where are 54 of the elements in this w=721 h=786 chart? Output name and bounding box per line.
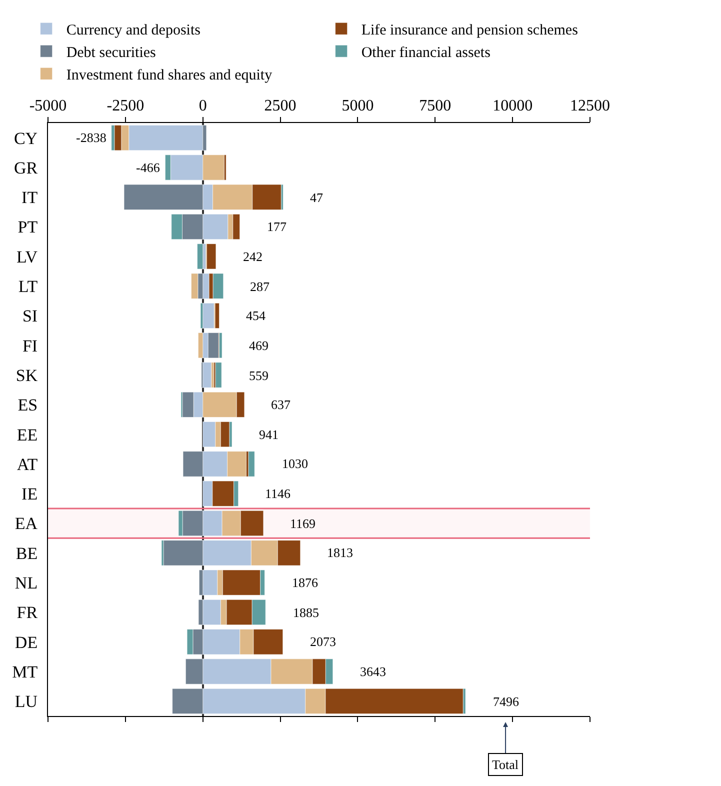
total-label: 637: [271, 397, 291, 412]
total-label: 469: [249, 338, 268, 353]
total-label: 1146: [265, 486, 292, 501]
y-tick-label: NL: [14, 574, 38, 593]
x-tick-label: 10000: [492, 98, 533, 115]
y-tick-label: CY: [14, 128, 38, 148]
x-tick-label: -5000: [29, 98, 67, 115]
x-tick-label: 7500: [419, 98, 452, 115]
legend-label: Currency and deposits: [66, 22, 201, 38]
y-tick-label: EA: [14, 514, 38, 534]
x-tick-label: 12500: [570, 98, 610, 115]
total-label: 47: [310, 190, 324, 205]
y-tick-label: ES: [18, 396, 38, 415]
total-label: 287: [250, 279, 270, 294]
y-tick-label: AT: [16, 454, 38, 474]
total-label: 454: [246, 308, 266, 323]
legend-label: Debt securities: [66, 44, 156, 61]
y-tick-label: LT: [18, 277, 38, 296]
x-tick-label: 5000: [342, 98, 374, 115]
total-label: 941: [259, 427, 278, 442]
y-tick-label: PT: [18, 218, 38, 237]
y-tick-label: EE: [16, 425, 38, 444]
total-label: 559: [249, 368, 268, 383]
x-tick-label: 0: [198, 98, 207, 115]
y-tick-label: SK: [16, 366, 38, 385]
total-label: 1030: [282, 456, 308, 471]
total-label: 177: [267, 219, 287, 234]
total-label: 2073: [310, 634, 336, 649]
total-label: 1813: [327, 545, 353, 560]
total-label: 242: [243, 249, 262, 264]
legend-label: Life insurance and pension schemes: [361, 22, 578, 38]
x-tick-label: -2500: [106, 98, 144, 115]
y-tick-label: SI: [22, 306, 38, 326]
legend-label: Investment fund shares and equity: [66, 67, 273, 84]
y-tick-label: FR: [16, 603, 38, 622]
total-label: -466: [136, 160, 160, 175]
y-tick-label: BE: [16, 544, 38, 563]
y-tick-label: DE: [14, 632, 38, 652]
total-label: 1876: [292, 575, 318, 590]
y-tick-label: LU: [14, 692, 38, 712]
total-label: 1169: [290, 516, 316, 531]
y-tick-label: GR: [14, 158, 38, 178]
y-tick-label: IE: [22, 484, 38, 504]
y-tick-label: MT: [12, 662, 38, 682]
total-label: 3643: [360, 664, 386, 679]
total-label: -2838: [76, 130, 106, 145]
y-tick-label: FI: [22, 336, 38, 356]
y-tick-label: IT: [22, 188, 38, 208]
text: Total: [492, 757, 519, 772]
total-label: 7496: [493, 694, 520, 709]
total-label: 1885: [293, 605, 319, 620]
legend-label: Other financial assets: [361, 44, 491, 61]
y-tick-label: LV: [16, 247, 38, 266]
x-tick-label: 2500: [264, 98, 296, 115]
